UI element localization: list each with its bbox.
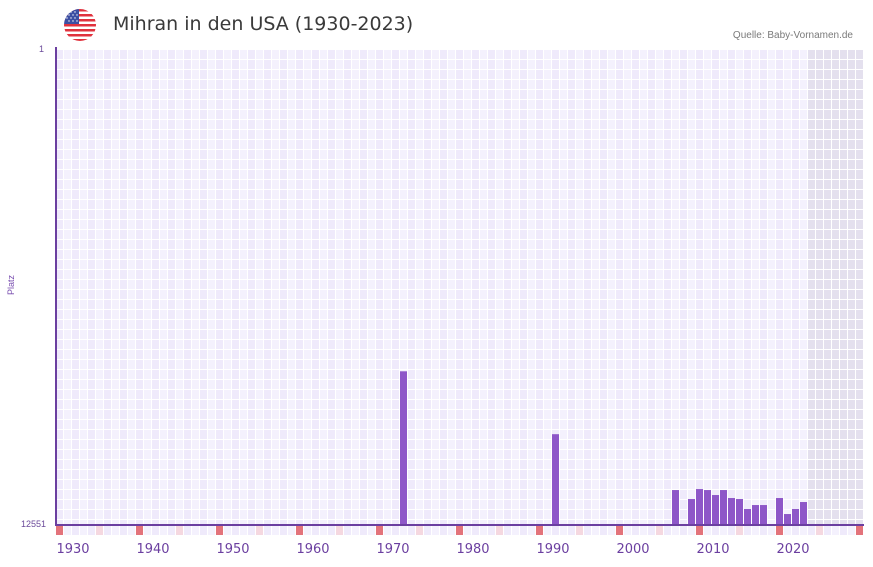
x-axis-line xyxy=(55,524,864,526)
bar-2008[interactable] xyxy=(696,489,703,524)
chart-title: Mihran in den USA (1930-2023) xyxy=(113,13,414,35)
x-tick-1960: 1960 xyxy=(296,542,330,557)
source-credit: Quelle: Baby-Vornamen.de xyxy=(732,30,853,41)
x-tick-1930: 1930 xyxy=(56,542,90,557)
x-tick-2010: 2010 xyxy=(696,542,730,557)
bar-1971[interactable] xyxy=(400,371,407,524)
y-tick-bottom: 12551 xyxy=(20,519,46,529)
bar-2014[interactable] xyxy=(744,509,751,524)
bar-2016[interactable] xyxy=(760,505,767,524)
bar-2007[interactable] xyxy=(688,499,695,524)
x-tick-1980: 1980 xyxy=(456,542,490,557)
y-axis-label: Platz xyxy=(6,274,16,295)
x-tick-2000: 2000 xyxy=(616,542,650,557)
bar-2015[interactable] xyxy=(752,505,759,524)
year-marker-row xyxy=(56,526,863,535)
bar-2019[interactable] xyxy=(784,514,791,524)
plot-grid xyxy=(56,50,863,529)
y-axis-line xyxy=(55,47,57,526)
bar-2021[interactable] xyxy=(800,502,807,524)
plot-area xyxy=(55,47,864,529)
x-tick-1990: 1990 xyxy=(536,542,570,557)
bar-2010[interactable] xyxy=(712,495,719,524)
bar-2012[interactable] xyxy=(728,498,735,524)
x-tick-1970: 1970 xyxy=(376,542,410,557)
bar-2009[interactable] xyxy=(704,490,711,524)
bar-2011[interactable] xyxy=(720,490,727,524)
bar-1990[interactable] xyxy=(552,434,559,524)
x-tick-2020: 2020 xyxy=(776,542,810,557)
bar-2018[interactable] xyxy=(776,498,783,524)
y-tick-top: 1 xyxy=(38,44,44,54)
bar-2013[interactable] xyxy=(736,499,743,524)
bar-2020[interactable] xyxy=(792,509,799,524)
flag-us-icon xyxy=(64,9,96,41)
bar-2005[interactable] xyxy=(672,490,679,524)
x-tick-1950: 1950 xyxy=(216,542,250,557)
x-tick-1940: 1940 xyxy=(136,542,170,557)
